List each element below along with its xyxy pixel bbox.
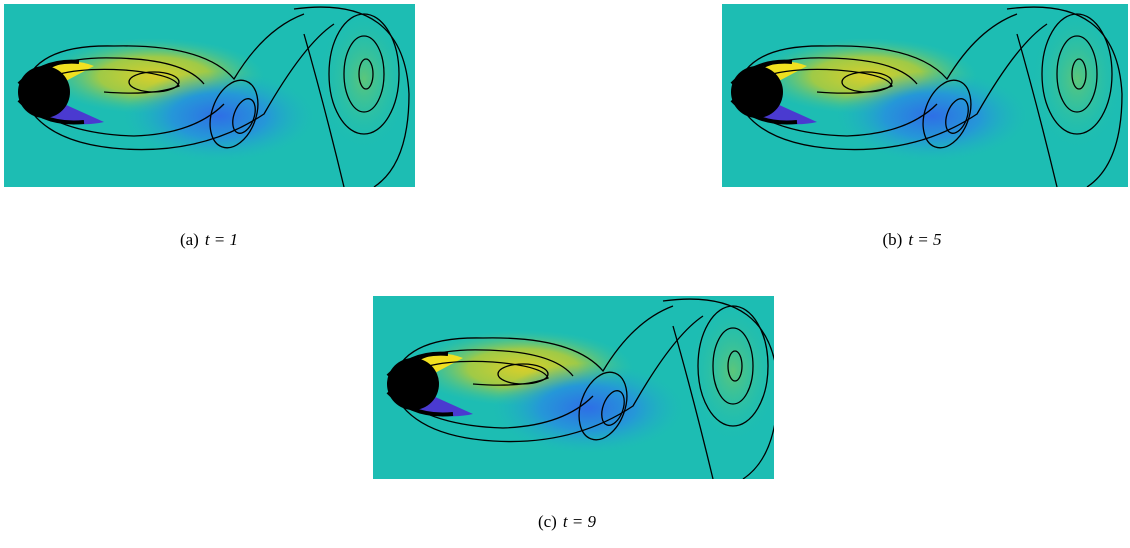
caption-math: t = 9 bbox=[562, 512, 597, 531]
flow-plot bbox=[4, 4, 415, 187]
caption-math: t = 5 bbox=[908, 230, 942, 249]
flow-plot bbox=[371, 296, 774, 479]
flow-plot bbox=[722, 4, 1130, 187]
caption: (c) t = 9 bbox=[538, 512, 596, 532]
caption: (a) t = 1 bbox=[180, 230, 238, 250]
caption-label: (c) bbox=[537, 512, 557, 531]
caption-label: (b) bbox=[882, 230, 903, 249]
caption-label: (a) bbox=[179, 230, 199, 249]
caption: (b) t = 5 bbox=[882, 230, 941, 250]
caption-math: t = 1 bbox=[204, 230, 239, 249]
